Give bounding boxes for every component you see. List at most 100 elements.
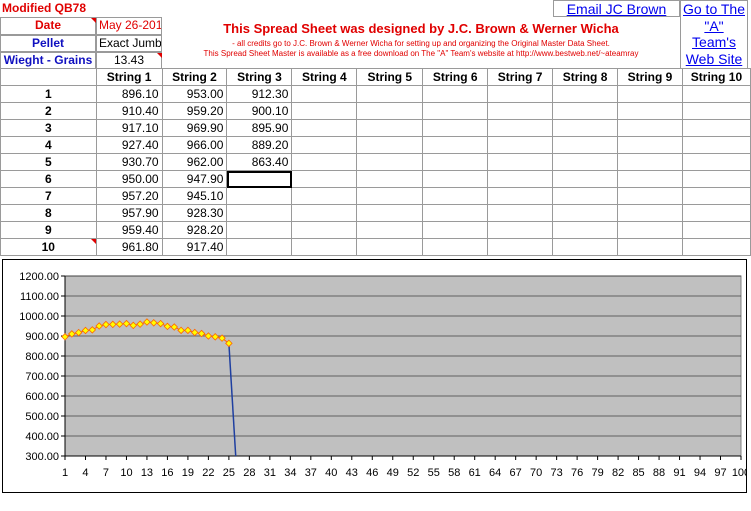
velocity-cell[interactable]: 966.00 xyxy=(161,136,228,154)
website-link-line3[interactable]: Team's xyxy=(692,34,736,50)
velocity-cell[interactable]: 953.00 xyxy=(161,85,228,103)
velocity-cell[interactable] xyxy=(552,153,618,171)
velocity-cell[interactable]: 945.10 xyxy=(161,187,228,205)
velocity-cell[interactable] xyxy=(487,170,554,188)
velocity-cell[interactable]: 957.20 xyxy=(95,187,163,205)
velocity-cell[interactable] xyxy=(617,119,683,137)
velocity-cell[interactable]: 889.20 xyxy=(226,136,293,154)
velocity-cell[interactable] xyxy=(617,85,683,103)
velocity-cell[interactable] xyxy=(226,204,293,222)
velocity-cell[interactable] xyxy=(617,170,683,188)
velocity-cell[interactable] xyxy=(422,204,489,222)
velocity-cell[interactable]: 928.20 xyxy=(161,221,228,239)
velocity-cell[interactable] xyxy=(291,238,358,256)
velocity-cell[interactable] xyxy=(356,204,424,222)
velocity-cell[interactable]: 969.90 xyxy=(161,119,228,137)
velocity-cell[interactable] xyxy=(356,119,424,137)
velocity-cell[interactable] xyxy=(291,187,358,205)
velocity-cell[interactable] xyxy=(552,187,618,205)
velocity-cell[interactable] xyxy=(487,153,554,171)
velocity-cell[interactable] xyxy=(356,85,424,103)
velocity-cell[interactable]: 917.40 xyxy=(161,238,228,256)
velocity-cell[interactable] xyxy=(681,204,751,222)
velocity-cell[interactable] xyxy=(617,153,683,171)
velocity-cell[interactable] xyxy=(422,136,489,154)
velocity-cell[interactable] xyxy=(356,136,424,154)
velocity-cell[interactable] xyxy=(422,170,489,188)
velocity-cell[interactable]: 912.30 xyxy=(226,85,293,103)
velocity-cell[interactable] xyxy=(226,238,293,256)
velocity-cell[interactable] xyxy=(617,238,683,256)
velocity-cell[interactable] xyxy=(487,102,554,120)
velocity-cell[interactable]: 950.00 xyxy=(95,170,163,188)
velocity-cell[interactable] xyxy=(226,221,293,239)
velocity-cell[interactable] xyxy=(291,119,358,137)
velocity-cell[interactable] xyxy=(617,136,683,154)
velocity-cell[interactable]: 959.40 xyxy=(95,221,163,239)
velocity-cell[interactable] xyxy=(487,187,554,205)
velocity-cell[interactable] xyxy=(422,85,489,103)
velocity-cell[interactable] xyxy=(552,136,618,154)
velocity-cell[interactable] xyxy=(291,221,358,239)
column-header[interactable]: String 1 xyxy=(95,68,163,86)
velocity-cell[interactable] xyxy=(356,170,424,188)
weight-field[interactable]: 13.43 xyxy=(96,52,162,69)
velocity-cell[interactable]: 959.20 xyxy=(161,102,228,120)
website-link-line1[interactable]: Go to The xyxy=(682,1,745,17)
velocity-cell[interactable] xyxy=(356,221,424,239)
velocity-cell[interactable]: 895.90 xyxy=(226,119,293,137)
velocity-cell[interactable] xyxy=(617,204,683,222)
velocity-cell[interactable] xyxy=(552,85,618,103)
column-header[interactable]: String 3 xyxy=(226,68,293,86)
velocity-cell[interactable] xyxy=(487,119,554,137)
velocity-cell[interactable] xyxy=(552,204,618,222)
velocity-cell[interactable]: 863.40 xyxy=(226,153,293,171)
velocity-cell[interactable] xyxy=(617,102,683,120)
velocity-cell[interactable] xyxy=(552,102,618,120)
velocity-cell[interactable]: 910.40 xyxy=(95,102,163,120)
velocity-cell[interactable] xyxy=(291,204,358,222)
velocity-cell[interactable] xyxy=(552,170,618,188)
velocity-cell[interactable] xyxy=(681,153,751,171)
velocity-cell[interactable] xyxy=(356,102,424,120)
column-header[interactable]: String 10 xyxy=(681,68,751,86)
pellet-field[interactable]: Exact Jumb xyxy=(96,35,162,52)
velocity-cell[interactable]: 930.70 xyxy=(95,153,163,171)
column-header[interactable]: String 5 xyxy=(356,68,424,86)
velocity-cell[interactable] xyxy=(617,221,683,239)
velocity-cell[interactable] xyxy=(226,170,293,188)
velocity-cell[interactable] xyxy=(681,85,751,103)
velocity-cell[interactable] xyxy=(681,170,751,188)
velocity-cell[interactable] xyxy=(291,153,358,171)
velocity-cell[interactable] xyxy=(422,119,489,137)
velocity-cell[interactable] xyxy=(552,221,618,239)
velocity-cell[interactable] xyxy=(552,119,618,137)
velocity-cell[interactable] xyxy=(487,204,554,222)
column-header[interactable]: String 9 xyxy=(617,68,683,86)
column-header[interactable]: String 7 xyxy=(487,68,554,86)
column-header[interactable]: String 4 xyxy=(291,68,358,86)
column-header[interactable]: String 2 xyxy=(161,68,228,86)
column-header[interactable]: String 6 xyxy=(422,68,489,86)
column-header[interactable]: String 8 xyxy=(552,68,618,86)
velocity-cell[interactable] xyxy=(681,102,751,120)
velocity-cell[interactable]: 962.00 xyxy=(161,153,228,171)
velocity-cell[interactable] xyxy=(681,187,751,205)
velocity-cell[interactable] xyxy=(487,136,554,154)
velocity-cell[interactable]: 928.30 xyxy=(161,204,228,222)
velocity-cell[interactable] xyxy=(681,136,751,154)
website-link-line2[interactable]: "A" xyxy=(704,17,724,34)
velocity-cell[interactable] xyxy=(422,221,489,239)
velocity-cell[interactable] xyxy=(487,238,554,256)
velocity-cell[interactable] xyxy=(422,187,489,205)
velocity-cell[interactable] xyxy=(291,170,358,188)
velocity-cell[interactable] xyxy=(356,153,424,171)
velocity-cell[interactable] xyxy=(422,153,489,171)
velocity-cell[interactable] xyxy=(552,238,618,256)
velocity-cell[interactable]: 961.80 xyxy=(95,238,163,256)
velocity-cell[interactable] xyxy=(291,136,358,154)
velocity-cell[interactable]: 917.10 xyxy=(95,119,163,137)
velocity-cell[interactable]: 947.90 xyxy=(161,170,228,188)
velocity-cell[interactable] xyxy=(422,238,489,256)
velocity-cell[interactable] xyxy=(422,102,489,120)
